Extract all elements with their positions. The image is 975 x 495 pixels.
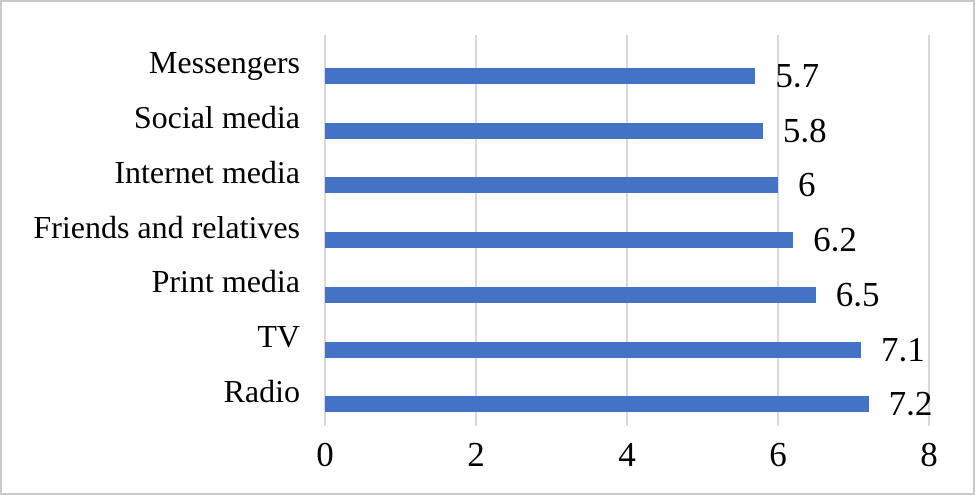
data-label: 5.7 [775,56,820,96]
category-label: Friends and relatives [33,208,300,245]
x-gridline [777,35,779,426]
category-label: Social media [133,99,300,136]
x-axis-tick-label: 2 [467,435,485,474]
bar-print-media [325,286,816,303]
bar-tv [325,341,862,358]
data-label: 5.8 [782,110,827,150]
x-axis-tick-label: 4 [618,435,636,474]
x-axis-tick-label: 8 [920,435,938,474]
category-label: Radio [223,372,300,409]
x-axis-tick-label: 6 [769,435,787,474]
bar-social-media [325,122,763,139]
x-gridline [626,35,628,426]
data-label: 7.1 [881,329,925,369]
category-label: Messengers [148,44,300,81]
category-label: TV [257,317,300,354]
bar-messengers [325,68,756,85]
x-gridline [324,35,326,426]
bar-friends-and-relatives [325,232,794,249]
data-label: 6 [798,165,816,205]
data-label: 6.2 [813,220,857,260]
x-axis-tick-label: 0 [316,435,334,474]
bar-internet-media [325,177,778,194]
data-label: 7.2 [888,384,933,424]
category-label: Internet media [114,153,300,190]
category-label: Print media [151,263,300,300]
x-gridline [928,35,930,426]
bar-radio [325,396,869,413]
x-gridline [475,35,477,426]
data-label: 6.5 [835,274,880,314]
